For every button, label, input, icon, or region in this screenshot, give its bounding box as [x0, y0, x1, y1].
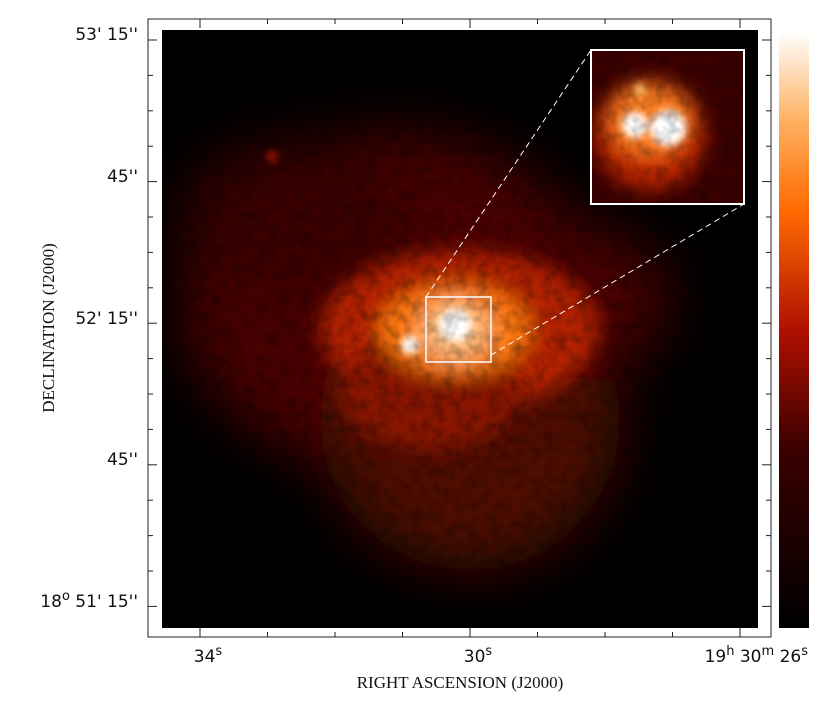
zoom-box: [425, 296, 492, 363]
tick-label-part: 30: [464, 647, 486, 667]
tick-label-sup: s: [485, 644, 492, 659]
tick-label: 34s: [194, 644, 223, 667]
tick-label-sup: s: [215, 644, 222, 659]
frame: [147, 18, 772, 638]
x-axis-label: RIGHT ASCENSION (J2000): [357, 673, 564, 692]
tick-label-sup: m: [762, 644, 775, 659]
tick-label: 18o 51' 15'': [40, 589, 138, 612]
zoom-line: [490, 203, 745, 356]
tick-label-part: 34: [194, 647, 216, 667]
y-axis-label: DECLINATION (J2000): [39, 243, 58, 413]
tick-label-part: 19: [705, 647, 727, 667]
colorbar: [779, 32, 809, 628]
tick-label-part: 45'': [107, 450, 138, 470]
tick-label-part: 51' 15'': [70, 592, 138, 612]
tick-label-part: 53' 15'': [75, 25, 138, 45]
inset-frame: [590, 49, 745, 205]
tick-label-part: 18: [40, 592, 62, 612]
tick-label: 45'': [107, 167, 138, 187]
tick-label: 30s: [464, 644, 493, 667]
tick-marks: [148, 19, 771, 637]
tick-label-part: 45'': [107, 167, 138, 187]
tick-label-sup: o: [62, 589, 70, 604]
tick-label: 45'': [107, 450, 138, 470]
tick-label-sup: h: [726, 644, 734, 659]
tick-label: 53' 15'': [75, 25, 138, 45]
tick-label: 52' 15'': [75, 309, 138, 329]
tick-label-part: 52' 15'': [75, 309, 138, 329]
tick-label-part: 30: [734, 647, 761, 667]
inset-image: [591, 50, 744, 204]
tick-label-part: 26: [774, 647, 801, 667]
sky-image: [162, 30, 758, 628]
tick-label-sup: s: [801, 644, 808, 659]
tick-label: 19h 30m 26s: [705, 644, 809, 667]
